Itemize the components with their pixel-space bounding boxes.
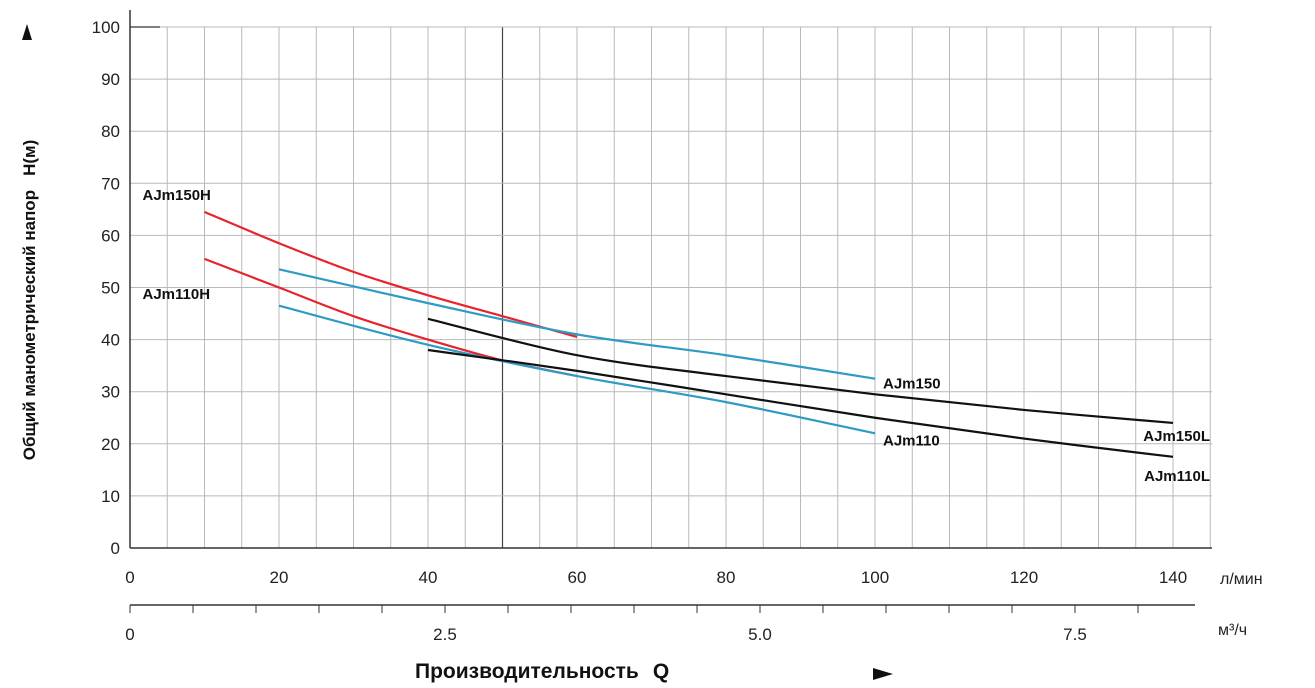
y-axis-arrow-icon — [22, 24, 32, 40]
series-line-ajm150h — [204, 210, 578, 339]
y-tick-label: 90 — [101, 70, 120, 89]
y-axis-symbol: H(м) — [20, 140, 39, 176]
x-tick-label: 40 — [419, 568, 438, 587]
x-tick-label: 20 — [270, 568, 289, 587]
x2-tick-label: 5.0 — [748, 625, 772, 644]
y-tick-label: 80 — [101, 122, 120, 141]
series-line-ajm150 — [278, 268, 876, 380]
x-tick-label: 0 — [125, 568, 134, 587]
series-label-ajm150: AJm150 — [883, 376, 941, 393]
x-tick-label: 80 — [717, 568, 736, 587]
series-label-ajm110l: AJm110L — [1144, 468, 1210, 485]
x-tick-label: 120 — [1010, 568, 1038, 587]
x-unit-primary: л/мин — [1220, 571, 1263, 588]
y-tick-label: 20 — [101, 435, 120, 454]
y-tick-label: 10 — [101, 487, 120, 506]
series-label-ajm110: AJm110 — [883, 432, 940, 449]
y-tick-label: 0 — [111, 539, 120, 558]
series-line-ajm110 — [278, 304, 876, 435]
y-tick-label: 100 — [92, 18, 120, 37]
x-axis-arrow-icon — [873, 668, 893, 680]
series-label-ajm150h: AJm150H — [143, 187, 211, 204]
x-axis-title: Производительность Q — [415, 660, 669, 683]
y-tick-label: 60 — [101, 226, 120, 245]
svg-text:Общий манометрический напор: Общий манометрический напор H(м) — [20, 140, 39, 461]
y-tick-label: 40 — [101, 331, 120, 350]
series-label-ajm110h: AJm110H — [143, 286, 211, 303]
x-tick-label: 60 — [568, 568, 587, 587]
series-lines — [204, 210, 1174, 458]
x2-tick-label: 2.5 — [433, 625, 457, 644]
y-tick-label: 30 — [101, 383, 120, 402]
series-label-ajm150l: AJm150L — [1143, 428, 1210, 445]
y-axis-title: Общий манометрический напор H(м) — [20, 140, 39, 461]
x-axis-label: Производительность — [415, 660, 639, 683]
grid — [130, 26, 1212, 548]
x-unit-secondary: м³/ч — [1218, 622, 1247, 639]
series-line-ajm110l — [427, 348, 1174, 458]
x2-tick-label: 7.5 — [1063, 625, 1087, 644]
series-labels: AJm150H AJm110H AJm150 AJm110 AJm150L AJm110L — [143, 187, 1211, 485]
x-tick-label: 100 — [861, 568, 889, 587]
y-axis-label: Общий манометрический напор — [20, 190, 39, 460]
x-axis-symbol: Q — [653, 660, 669, 683]
x-tick-label: 140 — [1159, 568, 1187, 587]
y-tick-label: 70 — [101, 174, 120, 193]
y-tick-label: 50 — [101, 279, 120, 298]
axes — [129, 10, 1212, 613]
tick-labels: 0 10 20 30 40 50 60 70 80 90 100 0 20 40 60 80 100 120 140… — [92, 18, 1188, 644]
x2-tick-label: 0 — [125, 625, 134, 644]
series-line-ajm150l — [427, 317, 1174, 425]
